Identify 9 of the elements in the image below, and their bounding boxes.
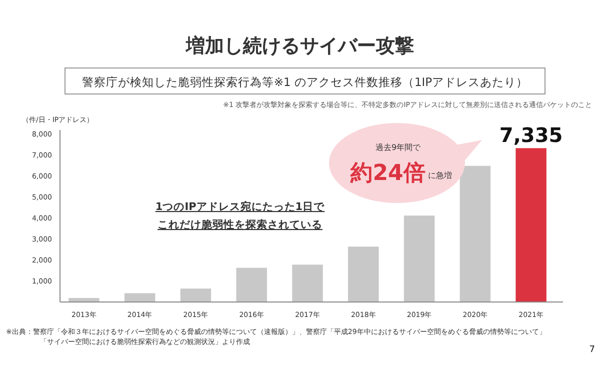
annotation: 1つのIPアドレス宛にたった1日で bbox=[155, 200, 326, 213]
chart-title: 増加し続けるサイバー攻撃 bbox=[185, 35, 414, 57]
text: 7 bbox=[589, 345, 595, 355]
chart-subtitle: 警察庁が検知した脆弱性探索行為等※1 のアクセス件数推移（1IPアドレスあたり） bbox=[82, 75, 528, 89]
data-label: 7,335 bbox=[499, 123, 563, 148]
annotation: 約24倍 bbox=[350, 161, 426, 186]
annotation: 過去9年間で bbox=[375, 143, 422, 152]
annotation: これだけ脆弱性を探索されている bbox=[158, 218, 322, 231]
annotation: に急増 bbox=[428, 171, 452, 180]
